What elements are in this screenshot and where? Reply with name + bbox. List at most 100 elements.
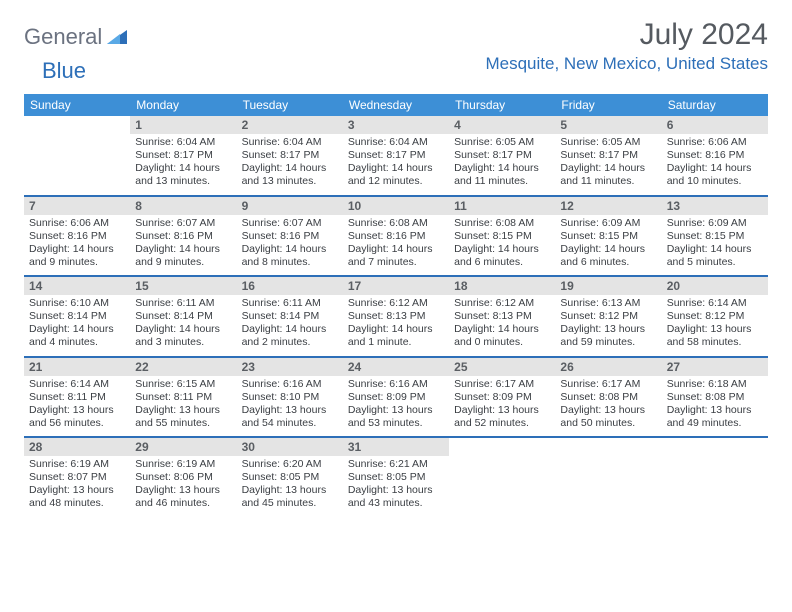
calendar-cell bbox=[24, 116, 130, 195]
day-details: Sunrise: 6:12 AMSunset: 8:13 PMDaylight:… bbox=[343, 295, 449, 356]
sunrise-text: Sunrise: 6:14 AM bbox=[667, 297, 763, 310]
sunset-text: Sunset: 8:06 PM bbox=[135, 471, 231, 484]
daylight-text: Daylight: 13 hours and 46 minutes. bbox=[135, 484, 231, 510]
dayname-row: SundayMondayTuesdayWednesdayThursdayFrid… bbox=[24, 94, 768, 116]
calendar-cell: 7Sunrise: 6:06 AMSunset: 8:16 PMDaylight… bbox=[24, 197, 130, 276]
day-number: 13 bbox=[662, 197, 768, 215]
sunset-text: Sunset: 8:14 PM bbox=[135, 310, 231, 323]
daylight-text: Daylight: 13 hours and 53 minutes. bbox=[348, 404, 444, 430]
sunrise-text: Sunrise: 6:06 AM bbox=[667, 136, 763, 149]
sunrise-text: Sunrise: 6:08 AM bbox=[348, 217, 444, 230]
sunset-text: Sunset: 8:14 PM bbox=[29, 310, 125, 323]
sunrise-text: Sunrise: 6:11 AM bbox=[242, 297, 338, 310]
calendar-cell: 17Sunrise: 6:12 AMSunset: 8:13 PMDayligh… bbox=[343, 277, 449, 356]
daylight-text: Daylight: 14 hours and 13 minutes. bbox=[242, 162, 338, 188]
day-details: Sunrise: 6:21 AMSunset: 8:05 PMDaylight:… bbox=[343, 456, 449, 517]
calendar-cell: 29Sunrise: 6:19 AMSunset: 8:06 PMDayligh… bbox=[130, 438, 236, 517]
day-details: Sunrise: 6:14 AMSunset: 8:12 PMDaylight:… bbox=[662, 295, 768, 356]
daylight-text: Daylight: 14 hours and 6 minutes. bbox=[560, 243, 656, 269]
calendar-cell: 18Sunrise: 6:12 AMSunset: 8:13 PMDayligh… bbox=[449, 277, 555, 356]
daylight-text: Daylight: 13 hours and 43 minutes. bbox=[348, 484, 444, 510]
calendar-cell bbox=[449, 438, 555, 517]
calendar-week: 28Sunrise: 6:19 AMSunset: 8:07 PMDayligh… bbox=[24, 438, 768, 517]
day-number: 6 bbox=[662, 116, 768, 134]
calendar-cell: 31Sunrise: 6:21 AMSunset: 8:05 PMDayligh… bbox=[343, 438, 449, 517]
sunrise-text: Sunrise: 6:18 AM bbox=[667, 378, 763, 391]
day-number: 27 bbox=[662, 358, 768, 376]
sunrise-text: Sunrise: 6:11 AM bbox=[135, 297, 231, 310]
day-number: 12 bbox=[555, 197, 661, 215]
sunrise-text: Sunrise: 6:19 AM bbox=[29, 458, 125, 471]
calendar-cell: 13Sunrise: 6:09 AMSunset: 8:15 PMDayligh… bbox=[662, 197, 768, 276]
day-number: 30 bbox=[237, 438, 343, 456]
day-number: 20 bbox=[662, 277, 768, 295]
logo-triangle-icon bbox=[107, 28, 127, 49]
calendar-cell bbox=[555, 438, 661, 517]
calendar-cell: 20Sunrise: 6:14 AMSunset: 8:12 PMDayligh… bbox=[662, 277, 768, 356]
day-number: 23 bbox=[237, 358, 343, 376]
day-number: 3 bbox=[343, 116, 449, 134]
sunrise-text: Sunrise: 6:07 AM bbox=[242, 217, 338, 230]
sunset-text: Sunset: 8:09 PM bbox=[454, 391, 550, 404]
sunset-text: Sunset: 8:16 PM bbox=[242, 230, 338, 243]
sunrise-text: Sunrise: 6:08 AM bbox=[454, 217, 550, 230]
calendar-week: 14Sunrise: 6:10 AMSunset: 8:14 PMDayligh… bbox=[24, 277, 768, 358]
calendar-week: 1Sunrise: 6:04 AMSunset: 8:17 PMDaylight… bbox=[24, 116, 768, 197]
sunrise-text: Sunrise: 6:21 AM bbox=[348, 458, 444, 471]
daylight-text: Daylight: 13 hours and 56 minutes. bbox=[29, 404, 125, 430]
calendar-cell bbox=[662, 438, 768, 517]
dayname-header: Sunday bbox=[24, 94, 130, 116]
sunrise-text: Sunrise: 6:06 AM bbox=[29, 217, 125, 230]
day-details: Sunrise: 6:17 AMSunset: 8:09 PMDaylight:… bbox=[449, 376, 555, 437]
day-number: 7 bbox=[24, 197, 130, 215]
day-number: 26 bbox=[555, 358, 661, 376]
day-details: Sunrise: 6:09 AMSunset: 8:15 PMDaylight:… bbox=[662, 215, 768, 276]
day-details: Sunrise: 6:19 AMSunset: 8:07 PMDaylight:… bbox=[24, 456, 130, 517]
sunset-text: Sunset: 8:09 PM bbox=[348, 391, 444, 404]
sunset-text: Sunset: 8:17 PM bbox=[135, 149, 231, 162]
sunset-text: Sunset: 8:14 PM bbox=[242, 310, 338, 323]
sunset-text: Sunset: 8:10 PM bbox=[242, 391, 338, 404]
daylight-text: Daylight: 13 hours and 52 minutes. bbox=[454, 404, 550, 430]
day-details: Sunrise: 6:04 AMSunset: 8:17 PMDaylight:… bbox=[130, 134, 236, 195]
day-details: Sunrise: 6:10 AMSunset: 8:14 PMDaylight:… bbox=[24, 295, 130, 356]
daylight-text: Daylight: 14 hours and 2 minutes. bbox=[242, 323, 338, 349]
calendar-cell: 4Sunrise: 6:05 AMSunset: 8:17 PMDaylight… bbox=[449, 116, 555, 195]
calendar-cell: 16Sunrise: 6:11 AMSunset: 8:14 PMDayligh… bbox=[237, 277, 343, 356]
day-number bbox=[449, 438, 555, 442]
day-details: Sunrise: 6:06 AMSunset: 8:16 PMDaylight:… bbox=[662, 134, 768, 195]
daylight-text: Daylight: 14 hours and 11 minutes. bbox=[454, 162, 550, 188]
day-number bbox=[662, 438, 768, 442]
sunset-text: Sunset: 8:16 PM bbox=[29, 230, 125, 243]
calendar: SundayMondayTuesdayWednesdayThursdayFrid… bbox=[24, 94, 768, 517]
daylight-text: Daylight: 13 hours and 59 minutes. bbox=[560, 323, 656, 349]
day-number: 22 bbox=[130, 358, 236, 376]
day-number: 16 bbox=[237, 277, 343, 295]
daylight-text: Daylight: 14 hours and 13 minutes. bbox=[135, 162, 231, 188]
day-details: Sunrise: 6:12 AMSunset: 8:13 PMDaylight:… bbox=[449, 295, 555, 356]
day-number: 5 bbox=[555, 116, 661, 134]
sunrise-text: Sunrise: 6:13 AM bbox=[560, 297, 656, 310]
sunset-text: Sunset: 8:13 PM bbox=[454, 310, 550, 323]
sunrise-text: Sunrise: 6:04 AM bbox=[135, 136, 231, 149]
logo-text-general: General bbox=[24, 24, 102, 50]
day-details: Sunrise: 6:16 AMSunset: 8:09 PMDaylight:… bbox=[343, 376, 449, 437]
daylight-text: Daylight: 14 hours and 3 minutes. bbox=[135, 323, 231, 349]
calendar-cell: 11Sunrise: 6:08 AMSunset: 8:15 PMDayligh… bbox=[449, 197, 555, 276]
daylight-text: Daylight: 13 hours and 48 minutes. bbox=[29, 484, 125, 510]
logo: General bbox=[24, 24, 129, 50]
day-number: 10 bbox=[343, 197, 449, 215]
sunset-text: Sunset: 8:16 PM bbox=[135, 230, 231, 243]
sunset-text: Sunset: 8:16 PM bbox=[667, 149, 763, 162]
day-details: Sunrise: 6:15 AMSunset: 8:11 PMDaylight:… bbox=[130, 376, 236, 437]
sunrise-text: Sunrise: 6:12 AM bbox=[454, 297, 550, 310]
daylight-text: Daylight: 14 hours and 5 minutes. bbox=[667, 243, 763, 269]
title-block: July 2024 Mesquite, New Mexico, United S… bbox=[485, 18, 768, 74]
day-details: Sunrise: 6:11 AMSunset: 8:14 PMDaylight:… bbox=[237, 295, 343, 356]
daylight-text: Daylight: 14 hours and 0 minutes. bbox=[454, 323, 550, 349]
day-number: 15 bbox=[130, 277, 236, 295]
sunset-text: Sunset: 8:08 PM bbox=[560, 391, 656, 404]
sunset-text: Sunset: 8:17 PM bbox=[348, 149, 444, 162]
location-text: Mesquite, New Mexico, United States bbox=[485, 54, 768, 74]
day-number bbox=[24, 116, 130, 120]
